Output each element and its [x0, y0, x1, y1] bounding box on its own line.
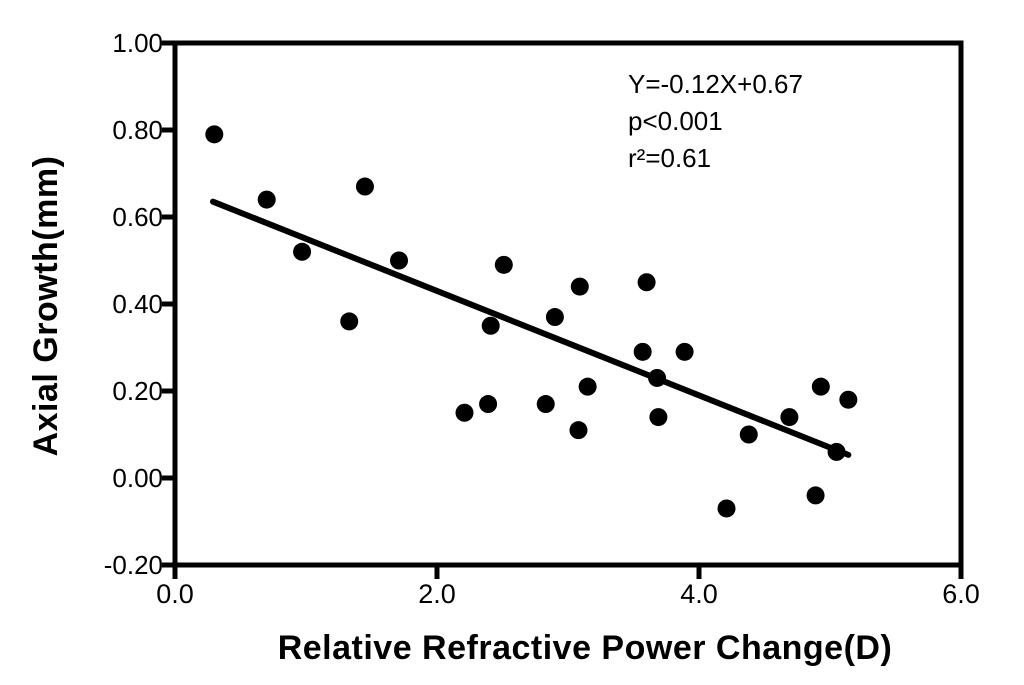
data-point [481, 316, 500, 335]
r-squared: r²=0.61 [628, 143, 712, 173]
x-tick-label: 6.0 [942, 579, 980, 609]
data-point [536, 395, 555, 414]
data-point [355, 177, 374, 196]
data-point [570, 277, 589, 296]
data-point [578, 377, 597, 396]
y-tick-label: -0.20 [103, 550, 163, 580]
data-point [494, 255, 513, 274]
data-point [340, 312, 359, 331]
data-point [827, 442, 846, 461]
data-point [293, 242, 312, 261]
y-tick-label: 1.00 [112, 28, 163, 58]
plot-frame [172, 40, 964, 568]
y-tick-label: 0.60 [112, 202, 163, 232]
regression-annotation: Y=-0.12X+0.67 p<0.001 r²=0.61 [628, 66, 803, 177]
p-value: p<0.001 [628, 106, 723, 136]
data-point [637, 273, 656, 292]
y-axis-title: Axial Growth(mm) [27, 155, 65, 457]
data-point [390, 251, 409, 270]
data-point [806, 486, 825, 505]
data-point [633, 342, 652, 361]
y-tick-label: 0.20 [112, 376, 163, 406]
x-tick-label: 2.0 [418, 579, 456, 609]
x-axis-title: Relative Refractive Power Change(D) [277, 629, 893, 667]
data-point [780, 408, 799, 427]
y-tick-label: 0.40 [112, 289, 163, 319]
regression-equation: Y=-0.12X+0.67 [628, 69, 803, 99]
data-point [739, 425, 758, 444]
y-tick-label: 0.80 [112, 115, 163, 145]
data-point [205, 125, 224, 144]
data-point [648, 368, 667, 387]
data-point [455, 403, 474, 422]
y-tick-label: 0.00 [112, 463, 163, 493]
data-point [257, 190, 276, 209]
data-point [649, 408, 668, 427]
data-point [545, 308, 564, 327]
data-point [675, 342, 694, 361]
data-point [839, 390, 858, 409]
data-point [569, 421, 588, 440]
data-point [479, 395, 498, 414]
x-tick-label: 4.0 [680, 579, 718, 609]
regression-line [209, 198, 852, 458]
x-tick-label: 0.0 [156, 579, 194, 609]
data-point [811, 377, 830, 396]
data-point [717, 499, 736, 518]
